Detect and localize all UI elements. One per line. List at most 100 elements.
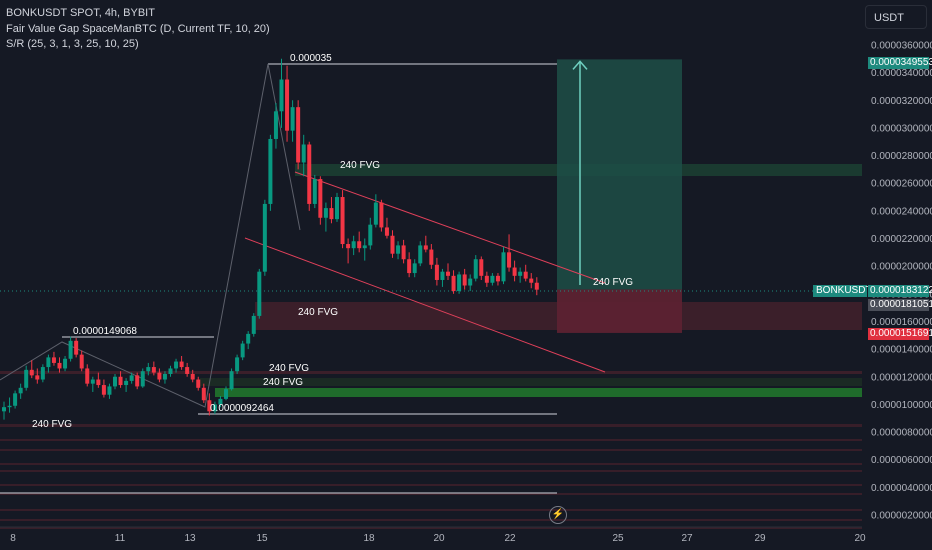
- candle: [101, 379, 106, 398]
- time-tick: 29: [754, 533, 766, 544]
- candle-body: [296, 107, 301, 163]
- candle-body: [379, 202, 384, 228]
- candle-body: [501, 252, 506, 282]
- candle: [534, 277, 539, 296]
- candle: [512, 260, 517, 282]
- price-tick: 0.0000040000: [871, 483, 932, 494]
- fvg-band: [0, 371, 862, 374]
- currency-button[interactable]: USDT: [865, 5, 927, 29]
- candle-body: [407, 259, 412, 274]
- candle: [285, 65, 290, 142]
- price-axis: 0.0000020000 0.0000040000 0.0000060000 0.00…: [863, 0, 932, 550]
- candle: [473, 255, 478, 282]
- candle: [135, 372, 140, 390]
- fvg-band: [0, 424, 862, 427]
- candle-body: [168, 368, 173, 374]
- candle-body: [468, 278, 473, 286]
- candle-body: [484, 275, 489, 283]
- candle: [46, 354, 51, 373]
- candle-body: [529, 278, 534, 283]
- candle-body: [51, 357, 56, 363]
- candle-body: [96, 379, 101, 386]
- candle-body: [457, 274, 462, 292]
- indicator-sr[interactable]: S/R (25, 3, 1, 3, 25, 10, 25): [6, 38, 139, 50]
- candle-body: [140, 371, 145, 387]
- candle: [507, 234, 512, 272]
- candle: [196, 376, 201, 391]
- candle-body: [174, 361, 179, 369]
- lightning-icon[interactable]: ⚡: [549, 506, 567, 524]
- candle: [113, 373, 117, 390]
- candle-body: [396, 245, 401, 254]
- price-tick: 0.0000220000: [871, 234, 932, 245]
- candle-body: [446, 271, 450, 276]
- candle-body: [512, 267, 517, 276]
- candle: [168, 365, 173, 377]
- candle-body: [224, 389, 228, 399]
- candle-body: [40, 367, 45, 380]
- price-tick: 0.0000340000: [871, 68, 932, 79]
- candle-body: [35, 375, 40, 380]
- symbol-line[interactable]: BONKUSDT SPOT, 4h, BYBIT: [6, 7, 155, 19]
- candle-body: [212, 404, 217, 412]
- candle-body: [118, 376, 123, 386]
- candle-body: [318, 179, 323, 218]
- candle: [296, 100, 301, 170]
- fvg-label: 240 FVG: [340, 160, 380, 171]
- candle: [440, 268, 445, 287]
- price-tick: 0.0000200000: [871, 262, 932, 273]
- candle: [523, 264, 528, 282]
- fvg-band: [0, 439, 862, 441]
- time-tick: 13: [184, 533, 196, 544]
- candle: [490, 273, 495, 286]
- candle: [63, 356, 68, 372]
- candle: [40, 364, 45, 383]
- position-target-zone: [557, 59, 682, 290]
- candle: [373, 194, 378, 228]
- candle-body: [157, 372, 162, 380]
- candle-body: [401, 245, 406, 260]
- candle-body: [268, 138, 273, 204]
- fvg-band: [0, 527, 862, 529]
- candle: [290, 100, 295, 142]
- candle: [451, 270, 456, 294]
- zigzag-line: [0, 63, 301, 408]
- candle-body: [79, 354, 84, 369]
- candle: [13, 390, 18, 409]
- candle: [468, 274, 473, 292]
- candle: [24, 365, 29, 391]
- candle: [307, 141, 312, 211]
- candle: [201, 383, 206, 404]
- time-tick: 25: [612, 533, 624, 544]
- fvg-label: 240 FVG: [269, 363, 309, 374]
- candle-body: [179, 361, 184, 368]
- candle-body: [473, 259, 478, 279]
- candle-body: [490, 275, 495, 283]
- candle: [207, 393, 212, 416]
- candle: [268, 134, 273, 211]
- candle-body: [251, 315, 256, 334]
- position-stop-zone: [557, 289, 682, 333]
- candle-body: [518, 271, 523, 276]
- candle: [357, 231, 362, 253]
- candle: [74, 338, 79, 358]
- candle-body: [2, 407, 6, 412]
- candle-body: [368, 224, 373, 246]
- candle: [218, 396, 223, 408]
- candle-body: [479, 259, 484, 276]
- candle: [124, 378, 129, 392]
- candle-body: [229, 371, 234, 390]
- price-tick: 0.0000240000: [871, 206, 932, 217]
- candle: [229, 368, 234, 391]
- candle: [323, 202, 328, 232]
- time-tick: 27: [681, 533, 693, 544]
- candle: [484, 271, 489, 287]
- channel-lower-line: [244, 237, 606, 373]
- candle-body: [357, 241, 362, 249]
- fvg-band: [0, 509, 862, 511]
- indicator-fvg[interactable]: Fair Value Gap SpaceManBTC (D, Current T…: [6, 22, 270, 35]
- candle-body: [384, 227, 389, 236]
- candle: [146, 362, 151, 376]
- candle: [340, 190, 345, 249]
